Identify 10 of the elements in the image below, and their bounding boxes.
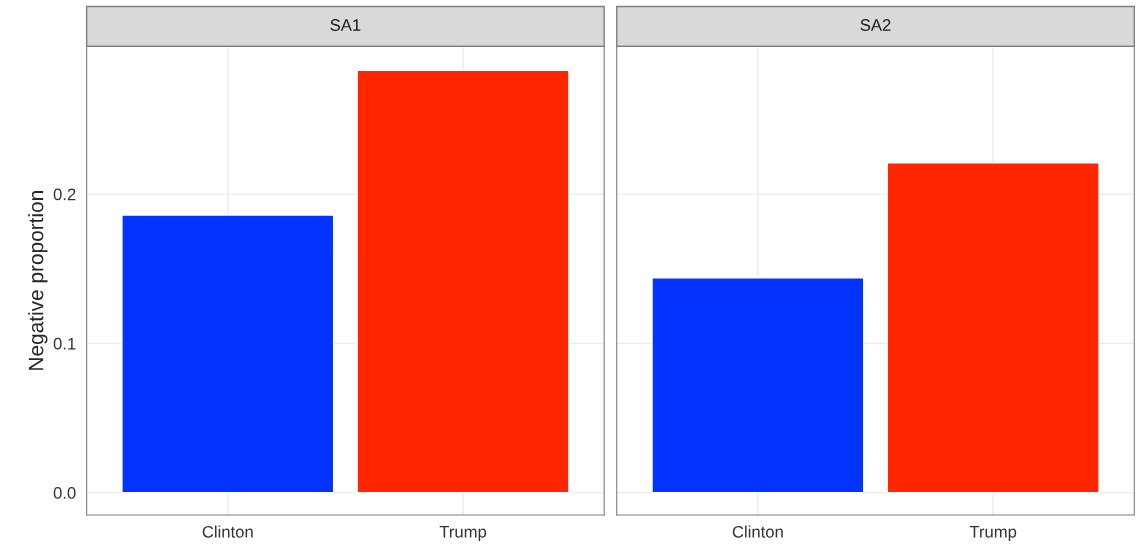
y-tick-label: 0.1 bbox=[53, 337, 76, 350]
x-tick-label: Clinton bbox=[732, 525, 783, 538]
y-tick-label: 0.0 bbox=[53, 487, 76, 499]
x-tick-label: Trump bbox=[439, 526, 487, 541]
chart-title: SA1 bbox=[330, 19, 361, 31]
chart-title: SA2 bbox=[860, 19, 891, 31]
y-tick-label: 0.2 bbox=[53, 188, 76, 201]
y-axis-title: Negative proportion bbox=[28, 191, 48, 370]
x-tick-label: Trump bbox=[969, 526, 1017, 541]
x-tick-label: Clinton bbox=[202, 525, 253, 538]
